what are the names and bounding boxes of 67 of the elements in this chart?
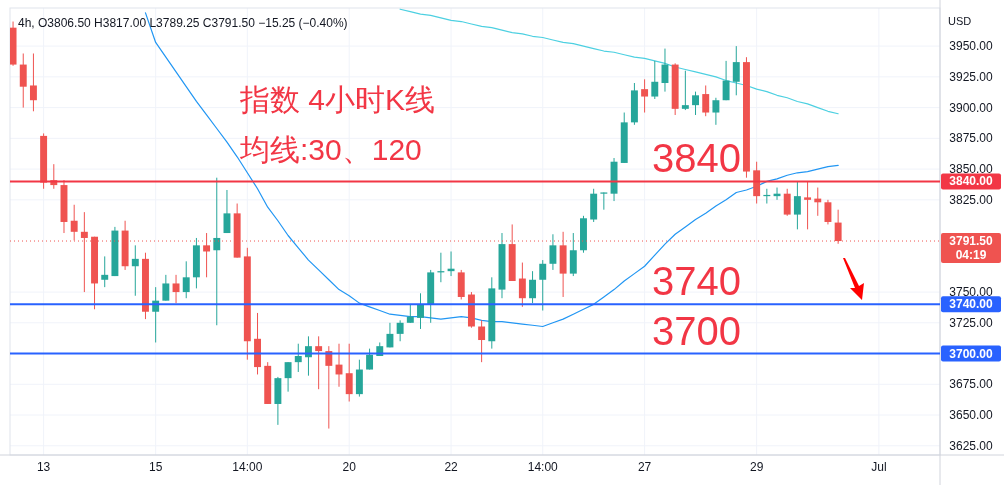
candlestick xyxy=(600,191,608,211)
x-tick-label: 27 xyxy=(637,460,652,474)
candlestick xyxy=(478,319,486,363)
ref-line-label: 3740.00 xyxy=(949,297,994,312)
y-tick-label: 3650.00 xyxy=(949,408,994,423)
y-tick-label: 3625.00 xyxy=(949,438,994,453)
x-tick-label: 13 xyxy=(36,460,51,474)
candlestick xyxy=(396,319,404,342)
y-axis-title: USD xyxy=(948,15,972,27)
annotation: 3840 xyxy=(652,136,741,181)
y-tick-label: 3850.00 xyxy=(949,162,994,177)
candlestick xyxy=(182,260,190,299)
candlestick xyxy=(529,270,537,304)
x-tick-label: 15 xyxy=(148,460,163,474)
candlestick xyxy=(518,262,526,308)
candlestick xyxy=(406,303,414,324)
candlestick xyxy=(386,322,394,348)
text: 均线:30、120 xyxy=(239,133,422,166)
y-tick-label: 3875.00 xyxy=(949,131,994,146)
candlestick xyxy=(783,188,791,217)
candlestick xyxy=(702,84,710,117)
y-tick-label: 3725.00 xyxy=(949,315,994,330)
candlestick xyxy=(651,60,659,100)
candlestick xyxy=(681,70,689,111)
candlestick xyxy=(804,180,812,230)
annotation: 4h, O3806.50 H3817.00 L3789.25 C3791.50 −15.25 (−0.40%) xyxy=(18,16,348,30)
candlestick xyxy=(101,255,109,288)
candlestick xyxy=(19,53,27,109)
x-tick-label: 22 xyxy=(444,460,459,474)
candlestick xyxy=(315,335,323,390)
candlestick xyxy=(294,343,302,373)
y-tick-label: 3750.00 xyxy=(949,285,994,300)
candlestick xyxy=(29,53,37,112)
text: 指数 4小时K线 xyxy=(239,83,436,116)
candlestick xyxy=(722,60,730,101)
candlestick xyxy=(539,259,547,312)
candlestick xyxy=(213,177,221,326)
y-tick-label: 3950.00 xyxy=(949,39,994,54)
y-tick-label: 3900.00 xyxy=(949,100,994,115)
y-tick-label: 3925.00 xyxy=(949,69,994,84)
annotation: 3740 xyxy=(652,259,741,304)
x-tick-label: 29 xyxy=(749,460,764,474)
candlestick xyxy=(417,292,424,330)
x-tick-label: 14:00 xyxy=(232,460,263,474)
candlestick xyxy=(366,348,374,371)
candlestick xyxy=(712,97,720,126)
candlestick xyxy=(549,233,557,271)
x-tick-label: 20 xyxy=(342,460,357,474)
candlestick xyxy=(345,343,353,403)
candlestick xyxy=(172,274,180,304)
y-tick-label: 3675.00 xyxy=(949,377,994,392)
candlestick xyxy=(569,232,577,277)
x-tick-label: Jul xyxy=(871,460,887,474)
ref-line-label: 3700.00 xyxy=(949,346,994,361)
candlestick xyxy=(824,199,832,225)
candlestick xyxy=(284,361,292,393)
ref-line-label: 3840.00 xyxy=(949,174,994,189)
candlestick xyxy=(692,91,699,116)
annotation: 3700 xyxy=(652,308,741,353)
y-tick-label: 3825.00 xyxy=(949,192,994,207)
candlestick xyxy=(162,274,170,302)
x-tick-label: 14:00 xyxy=(527,460,559,474)
ref-line-label: 3791.50 04:19 xyxy=(949,234,994,263)
candlestick xyxy=(732,45,740,96)
candlestick xyxy=(641,78,649,114)
candlestick xyxy=(793,180,801,230)
candlestick xyxy=(131,244,139,297)
